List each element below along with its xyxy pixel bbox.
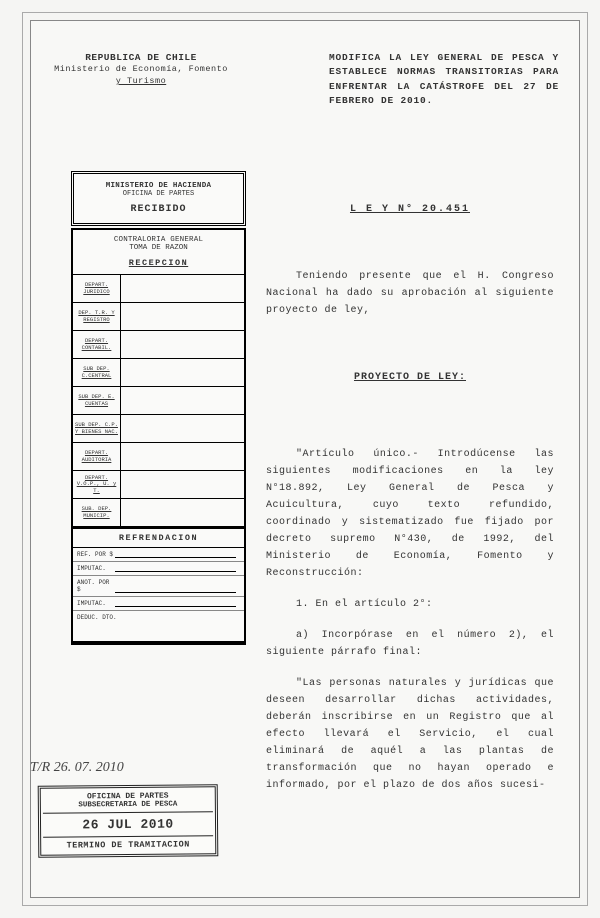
handwritten-note: T/R 26. 07. 2010 — [30, 760, 124, 776]
refrend-row: REF. POR $ — [73, 548, 244, 562]
routing-row: SUB DEP. E. CUENTAS — [73, 387, 244, 415]
left-column: MINISTERIO DE HACIENDA OFICINA DE PARTES… — [71, 171, 246, 645]
recv-date: 26 JUL 2010 — [43, 816, 213, 837]
routing-label: SUB DEP. C.CENTRAL — [73, 359, 121, 386]
header: REPUBLICA DE CHILE Ministerio de Economí… — [51, 51, 559, 108]
decree-title: MODIFICA LA LEY GENERAL DE PESCA Y ESTAB… — [329, 51, 559, 108]
law-title: L E Y N° 20.451 — [266, 201, 554, 218]
routing-row: DEPART. V.O.P., U. y T. — [73, 471, 244, 499]
refrend-row: ANOT. POR $ — [73, 576, 244, 597]
article-unique: "Artículo único.- Introdúcense las sigui… — [266, 446, 554, 582]
routing-title1: CONTRALORIA GENERAL — [75, 236, 242, 244]
routing-box: CONTRALORIA GENERAL TOMA DE RAZON RECEPC… — [71, 228, 246, 645]
item-1: 1. En el artículo 2°: — [266, 596, 554, 613]
routing-row: DEPART. AUDITORIA — [73, 443, 244, 471]
ministry-line1: Ministerio de Economía, Fomento — [51, 64, 231, 76]
refrend-title: REFRENDACION — [73, 527, 244, 548]
ministry-line2: y Turismo — [51, 76, 231, 88]
routing-header: CONTRALORIA GENERAL TOMA DE RAZON RECEPC… — [73, 230, 244, 275]
stamp-line3: RECIBIDO — [78, 204, 239, 215]
routing-row: SUB DEP. C.CENTRAL — [73, 359, 244, 387]
routing-title2: TOMA DE RAZON — [75, 244, 242, 252]
routing-label: DEPART. JURIDICO — [73, 275, 121, 302]
routing-label: DEPART. CONTABIL. — [73, 331, 121, 358]
refrend-last: DEDUC. DTO. — [73, 611, 244, 643]
routing-label: SUB DEP. E. CUENTAS — [73, 387, 121, 414]
routing-label: SUB DEP. C.P. Y BIENES NAC. — [73, 415, 121, 442]
routing-label: DEP. T.R. Y REGISTRO — [73, 303, 121, 330]
routing-label: DEPART. V.O.P., U. y T. — [73, 471, 121, 498]
recv-line2: SUBSECRETARIA DE PESCA — [43, 800, 213, 813]
hacienda-stamp: MINISTERIO DE HACIENDA OFICINA DE PARTES… — [71, 171, 246, 226]
routing-row: DEPART. CONTABIL. — [73, 331, 244, 359]
routing-title3: RECEPCION — [75, 258, 242, 268]
stamp-line1: MINISTERIO DE HACIENDA — [78, 182, 239, 190]
item-1a: a) Incorpórase en el número 2), el sigui… — [266, 627, 554, 661]
proyecto-title: PROYECTO DE LEY: — [266, 369, 554, 386]
routing-label: DEPART. AUDITORIA — [73, 443, 121, 470]
main-content: L E Y N° 20.451 Teniendo presente que el… — [266, 201, 554, 794]
routing-label: SUB. DEP. MUNICIP. — [73, 499, 121, 526]
stamp-line2: OFICINA DE PARTES — [78, 190, 239, 198]
recv-line4: TERMINO DE TRAMITACION — [43, 839, 213, 850]
routing-row: SUB. DEP. MUNICIP. — [73, 499, 244, 527]
refrend-row: IMPUTAC. — [73, 597, 244, 611]
routing-row: DEP. T.R. Y REGISTRO — [73, 303, 244, 331]
quote-text: "Las personas naturales y jurídicas que … — [266, 675, 554, 794]
refrend-row: IMPUTAC. — [73, 562, 244, 576]
routing-row: DEPART. JURIDICO — [73, 275, 244, 303]
republic-line: REPUBLICA DE CHILE — [51, 51, 231, 64]
received-stamp: OFICINA DE PARTES SUBSECRETARIA DE PESCA… — [38, 784, 219, 858]
law-preamble: Teniendo presente que el H. Congreso Nac… — [266, 268, 554, 319]
header-left: REPUBLICA DE CHILE Ministerio de Economí… — [51, 51, 231, 108]
routing-row: SUB DEP. C.P. Y BIENES NAC. — [73, 415, 244, 443]
